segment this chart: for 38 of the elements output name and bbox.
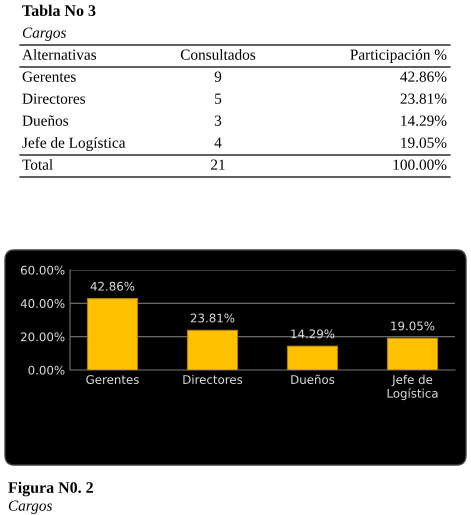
- text: Participación %: [350, 49, 446, 63]
- text: 9: [214, 72, 222, 82]
- text: Consultados: [180, 49, 256, 60]
- text: Directores: [22, 94, 86, 104]
- text: 42.86%: [400, 72, 446, 82]
- x-tick-label: Directores: [183, 374, 242, 384]
- text: 21: [211, 160, 225, 170]
- text: Figura N0. 2: [8, 482, 93, 496]
- data-label: 19.05%: [391, 321, 434, 330]
- text: Gerentes: [22, 72, 76, 82]
- data-label: 42.86%: [90, 282, 134, 291]
- text: Cargos: [22, 28, 66, 41]
- text: 4: [214, 138, 222, 148]
- text: 14.29%: [401, 116, 446, 126]
- y-tick-label: 60.00%: [20, 266, 64, 275]
- x-tick-label: Gerentes: [86, 375, 139, 384]
- text: Jefe de Logística: [22, 136, 126, 152]
- text: Total: [22, 159, 53, 170]
- y-tick-label: 40.00%: [20, 299, 64, 308]
- data-label: 14.29%: [291, 329, 334, 338]
- text: Cargos: [8, 500, 52, 514]
- x-tick-label: Jefe de Logística: [388, 374, 438, 400]
- text: 100.00%: [394, 160, 446, 170]
- bar: [86, 298, 138, 370]
- text: 19.05%: [401, 138, 446, 148]
- x-tick-label: Dueños: [291, 374, 334, 384]
- bar: [186, 330, 238, 370]
- bar: [286, 346, 338, 370]
- text: Alternativas: [22, 49, 96, 60]
- text: Dueños: [22, 115, 68, 126]
- bar: [386, 338, 438, 370]
- text: 3: [214, 116, 222, 126]
- data-label: 23.81%: [190, 314, 234, 322]
- text: Tabla No 3: [22, 4, 96, 16]
- text: 5: [215, 94, 222, 104]
- y-tick-label: 20.00%: [20, 332, 64, 342]
- y-tick-label: 0.00%: [28, 366, 64, 375]
- text: 23.81%: [400, 94, 446, 104]
